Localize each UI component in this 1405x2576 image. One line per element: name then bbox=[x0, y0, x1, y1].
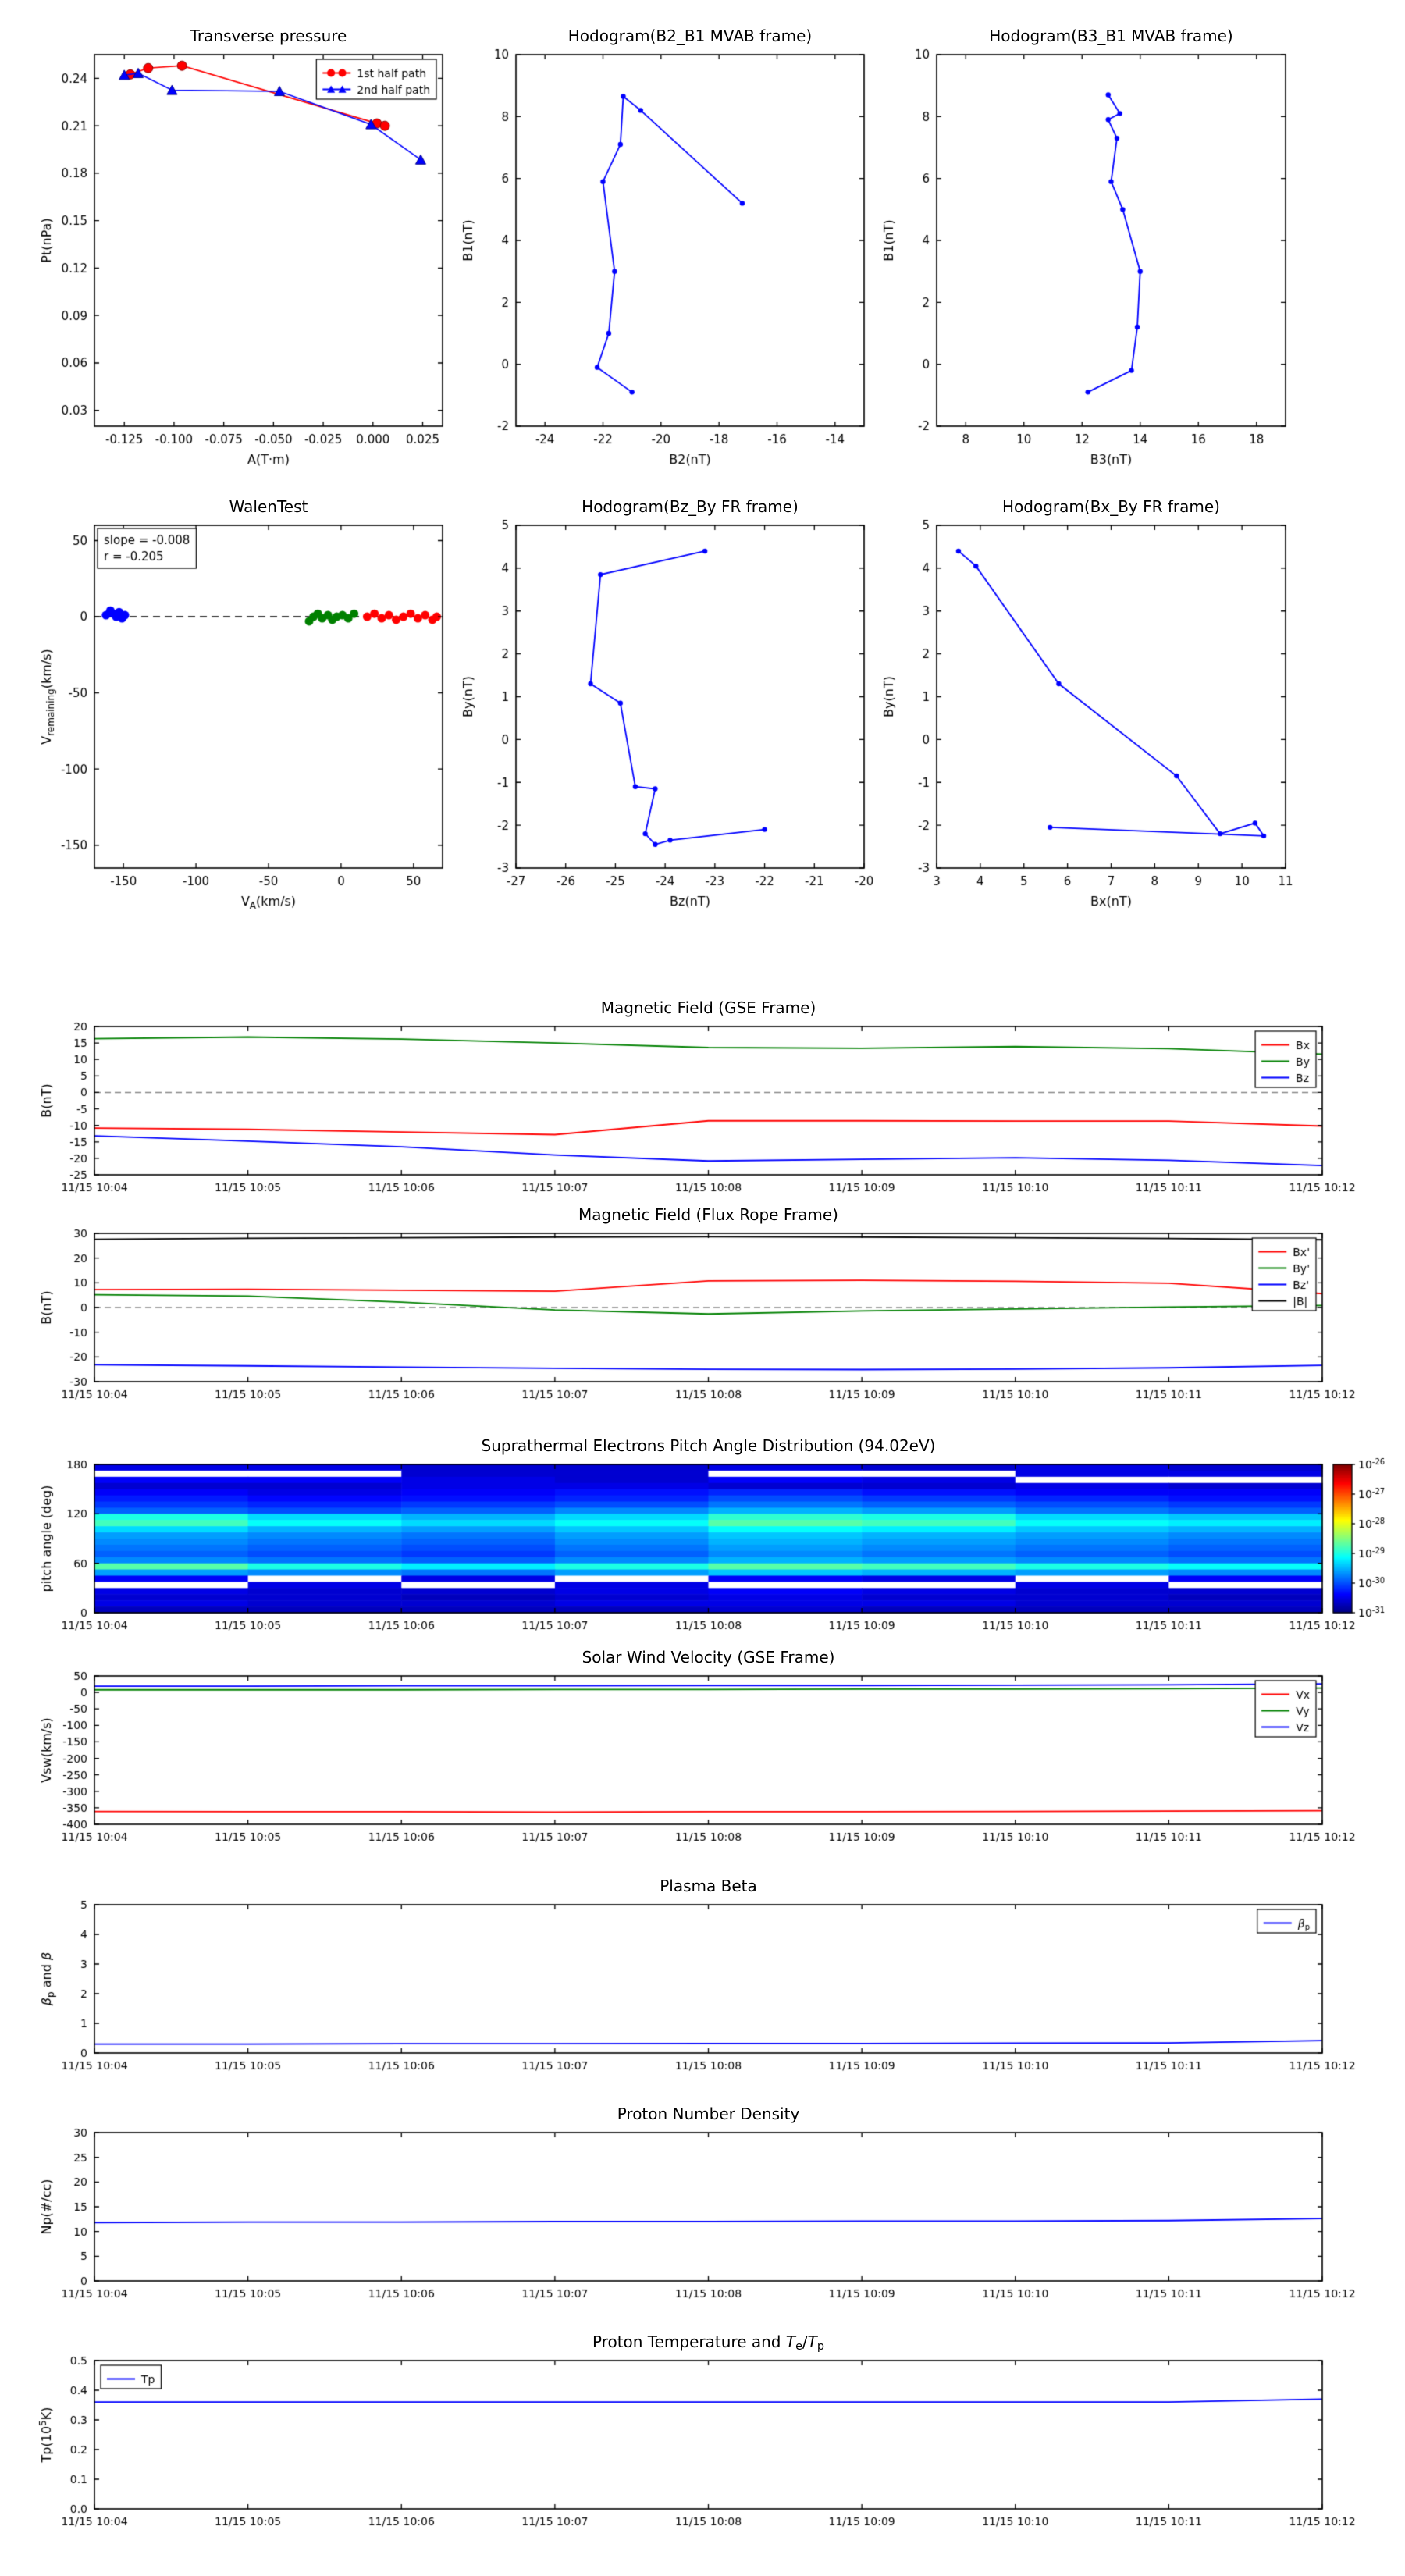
panel-walen-test: WalenTest bbox=[28, 490, 474, 913]
panel-solar-wind-velocity: Solar Wind Velocity (GSE Frame) bbox=[28, 1643, 1405, 1857]
proton-density-title: Proton Number Density bbox=[617, 2105, 800, 2123]
proton-temperature-title: Proton Temperature and Te/Tp bbox=[592, 2332, 825, 2353]
hodogram-bz-by-title: Hodogram(Bz_By FR frame) bbox=[582, 497, 799, 516]
panel-hodogram-b3-b1: Hodogram(B3_B1 MVAB frame) bbox=[870, 20, 1317, 471]
walen-test-canvas bbox=[28, 490, 474, 913]
hodogram-b3-b1-canvas bbox=[870, 20, 1317, 471]
panel-proton-temperature: Proton Temperature and Te/Tp bbox=[28, 2328, 1405, 2542]
proton-temperature-canvas bbox=[28, 2328, 1405, 2542]
panel-magnetic-field-gse: Magnetic Field (GSE Frame) bbox=[28, 994, 1405, 1208]
proton-density-canvas bbox=[28, 2100, 1405, 2314]
solar-wind-velocity-title: Solar Wind Velocity (GSE Frame) bbox=[582, 1648, 835, 1667]
hodogram-b3-b1-title: Hodogram(B3_B1 MVAB frame) bbox=[989, 27, 1233, 45]
hodogram-bz-by-canvas bbox=[450, 490, 895, 913]
magnetic-field-flux-rope-canvas bbox=[28, 1201, 1405, 1414]
solar-wind-velocity-canvas bbox=[28, 1643, 1405, 1857]
electron-pitch-angle-canvas bbox=[28, 1432, 1405, 1646]
magnetic-field-gse-title: Magnetic Field (GSE Frame) bbox=[600, 998, 816, 1017]
panel-hodogram-b2-b1: Hodogram(B2_B1 MVAB frame) bbox=[450, 20, 895, 471]
panel-hodogram-bz-by: Hodogram(Bz_By FR frame) bbox=[450, 490, 895, 913]
transverse-pressure-canvas bbox=[28, 20, 474, 471]
panel-proton-density: Proton Number Density bbox=[28, 2100, 1405, 2314]
hodogram-b2-b1-title: Hodogram(B2_B1 MVAB frame) bbox=[567, 27, 813, 45]
panel-plasma-beta: Plasma Beta bbox=[28, 1872, 1405, 2086]
magnetic-field-flux-rope-title: Magnetic Field (Flux Rope Frame) bbox=[578, 1205, 838, 1224]
hodogram-b2-b1-canvas bbox=[450, 20, 895, 471]
magnetic-field-gse-canvas bbox=[28, 994, 1405, 1208]
electron-pitch-angle-title: Suprathermal Electrons Pitch Angle Distr… bbox=[481, 1436, 936, 1455]
panel-transverse-pressure: Transverse pressure bbox=[28, 20, 474, 471]
hodogram-bx-by-canvas bbox=[870, 490, 1317, 913]
panel-electron-pitch-angle: Suprathermal Electrons Pitch Angle Distr… bbox=[28, 1432, 1405, 1646]
walen-test-title: WalenTest bbox=[229, 497, 308, 516]
hodogram-bx-by-title: Hodogram(Bx_By FR frame) bbox=[1001, 497, 1220, 516]
transverse-pressure-title: Transverse pressure bbox=[190, 27, 347, 45]
plasma-beta-title: Plasma Beta bbox=[660, 1877, 757, 1895]
panel-magnetic-field-flux-rope: Magnetic Field (Flux Rope Frame) bbox=[28, 1201, 1405, 1414]
panel-hodogram-bx-by: Hodogram(Bx_By FR frame) bbox=[870, 490, 1317, 913]
plasma-beta-canvas bbox=[28, 1872, 1405, 2086]
